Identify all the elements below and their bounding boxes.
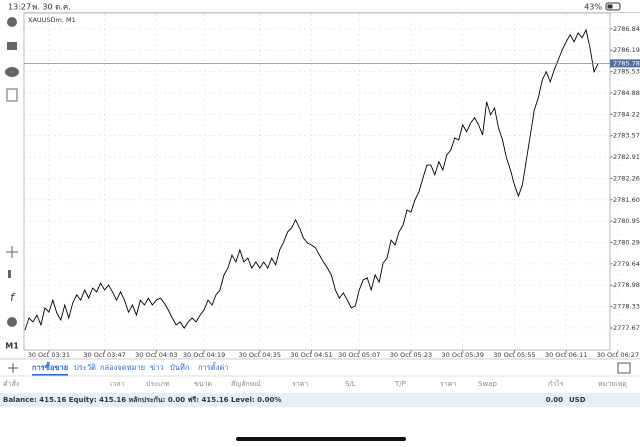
active-tab-underline bbox=[32, 374, 68, 376]
y-tick-label: 2784.880 bbox=[613, 89, 640, 97]
profit: 0.00 bbox=[546, 396, 563, 404]
column-header: Swap bbox=[478, 380, 497, 388]
x-tick-label: 30 Oct 06:11 bbox=[545, 351, 587, 359]
x-tick-label: 30 Oct 03:47 bbox=[83, 351, 125, 359]
function-icon[interactable]: f bbox=[10, 291, 16, 304]
y-tick-label: 2786.190 bbox=[613, 46, 640, 54]
column-header: ราคา bbox=[440, 380, 456, 388]
chart-title: XAUUSDm, M1 bbox=[28, 16, 76, 24]
y-tick-label: 2778.33 bbox=[613, 303, 640, 311]
x-tick-label: 30 Oct 04:03 bbox=[135, 351, 177, 359]
trade-icon[interactable] bbox=[7, 42, 17, 50]
price-line bbox=[24, 28, 599, 331]
current-price-box bbox=[610, 59, 640, 68]
x-tick-label: 30 Oct 05:07 bbox=[338, 351, 380, 359]
y-tick-label: 2782.915 bbox=[613, 153, 640, 161]
add-button[interactable] bbox=[8, 363, 18, 373]
column-header: กำไร bbox=[548, 379, 564, 388]
column-header: สัญลักษณ์ bbox=[231, 380, 261, 388]
current-price-label: 2785.786 bbox=[613, 59, 640, 67]
y-tick-label: 2780.950 bbox=[613, 217, 640, 225]
x-tick-label: 30 Oct 05:55 bbox=[493, 351, 535, 359]
indicator-icon[interactable] bbox=[8, 270, 11, 278]
column-header: เวลา bbox=[110, 380, 125, 388]
crosshair-icon[interactable] bbox=[6, 246, 18, 258]
home-indicator bbox=[236, 437, 406, 441]
currency: USD bbox=[569, 396, 586, 404]
plot: 2777.675 2778.33 2778.985 2779.64 2780.295 27… bbox=[24, 14, 640, 359]
y-tick-label: 2778.985 bbox=[613, 281, 640, 289]
x-tick-label: 30 Oct 06:27 bbox=[597, 351, 639, 359]
tabs: การซื้อขาย ประวัติ กล่องจดหมาย ข่าว บันทึก กา… bbox=[32, 361, 229, 376]
tab[interactable]: การตั้งค่า bbox=[198, 362, 229, 372]
status-date: พ. 30 ต.ค. bbox=[32, 3, 71, 12]
status-time: 13:27 bbox=[8, 3, 31, 12]
status-battery: 43% bbox=[584, 3, 602, 12]
column-header: ราคา bbox=[292, 380, 308, 388]
y-tick-label: 2777.675 bbox=[613, 324, 640, 332]
y-tick-label: 2781.605 bbox=[613, 196, 640, 204]
column-header: คำสั่ง bbox=[3, 379, 19, 388]
y-tick-label: 2780.295 bbox=[613, 239, 640, 247]
y-tick-label: 2783.570 bbox=[613, 132, 640, 140]
tab[interactable]: ประวัติ bbox=[74, 363, 96, 372]
battery-level bbox=[607, 4, 613, 9]
y-tick-label: 2786.845 bbox=[613, 25, 640, 33]
column-header: หมายเหตุ bbox=[598, 380, 627, 388]
x-tick-label: 30 Oct 04:51 bbox=[290, 351, 332, 359]
chat-icon[interactable] bbox=[5, 67, 19, 77]
column-header: ประเภท bbox=[146, 380, 170, 388]
column-header: S/L bbox=[345, 380, 356, 388]
x-tick-label: 30 Oct 04:19 bbox=[183, 351, 225, 359]
new-order-icon[interactable] bbox=[6, 88, 18, 102]
y-tick-label: 2785.535 bbox=[613, 68, 640, 76]
account-icon[interactable] bbox=[7, 17, 17, 27]
tab[interactable]: บันทึก bbox=[170, 363, 189, 372]
y-tick-label: 2782.260 bbox=[613, 174, 640, 182]
column-header: T/P bbox=[394, 380, 406, 388]
timeframe-button[interactable]: M1 bbox=[5, 342, 19, 351]
column-header: ขนาด bbox=[194, 380, 212, 388]
x-tick-label: 30 Oct 05:39 bbox=[442, 351, 484, 359]
y-tick-label: 2779.64 bbox=[613, 260, 640, 268]
balance-bar bbox=[0, 393, 640, 407]
objects-icon[interactable] bbox=[7, 317, 17, 327]
x-tick-label: 30 Oct 03:31 bbox=[28, 351, 70, 359]
x-tick-label: 30 Oct 04:35 bbox=[239, 351, 281, 359]
balance-text: Balance: 415.16 Equity: 415.16 หลักประกั… bbox=[3, 396, 281, 404]
tab[interactable]: ข่าว bbox=[150, 363, 164, 372]
x-tick-label: 30 Oct 05:23 bbox=[390, 351, 432, 359]
battery-icon bbox=[605, 2, 621, 11]
tab[interactable]: การซื้อขาย bbox=[32, 361, 68, 372]
layout-button[interactable] bbox=[617, 362, 631, 374]
y-tick-label: 2784.225 bbox=[613, 110, 640, 118]
left-toolbar: f bbox=[5, 17, 19, 327]
tab[interactable]: กล่องจดหมาย bbox=[100, 363, 145, 372]
table-header: คำสั่ง เวลา ประเภท ขนาด สัญลักษณ์ ราคา S/L T/P ร… bbox=[3, 379, 627, 388]
